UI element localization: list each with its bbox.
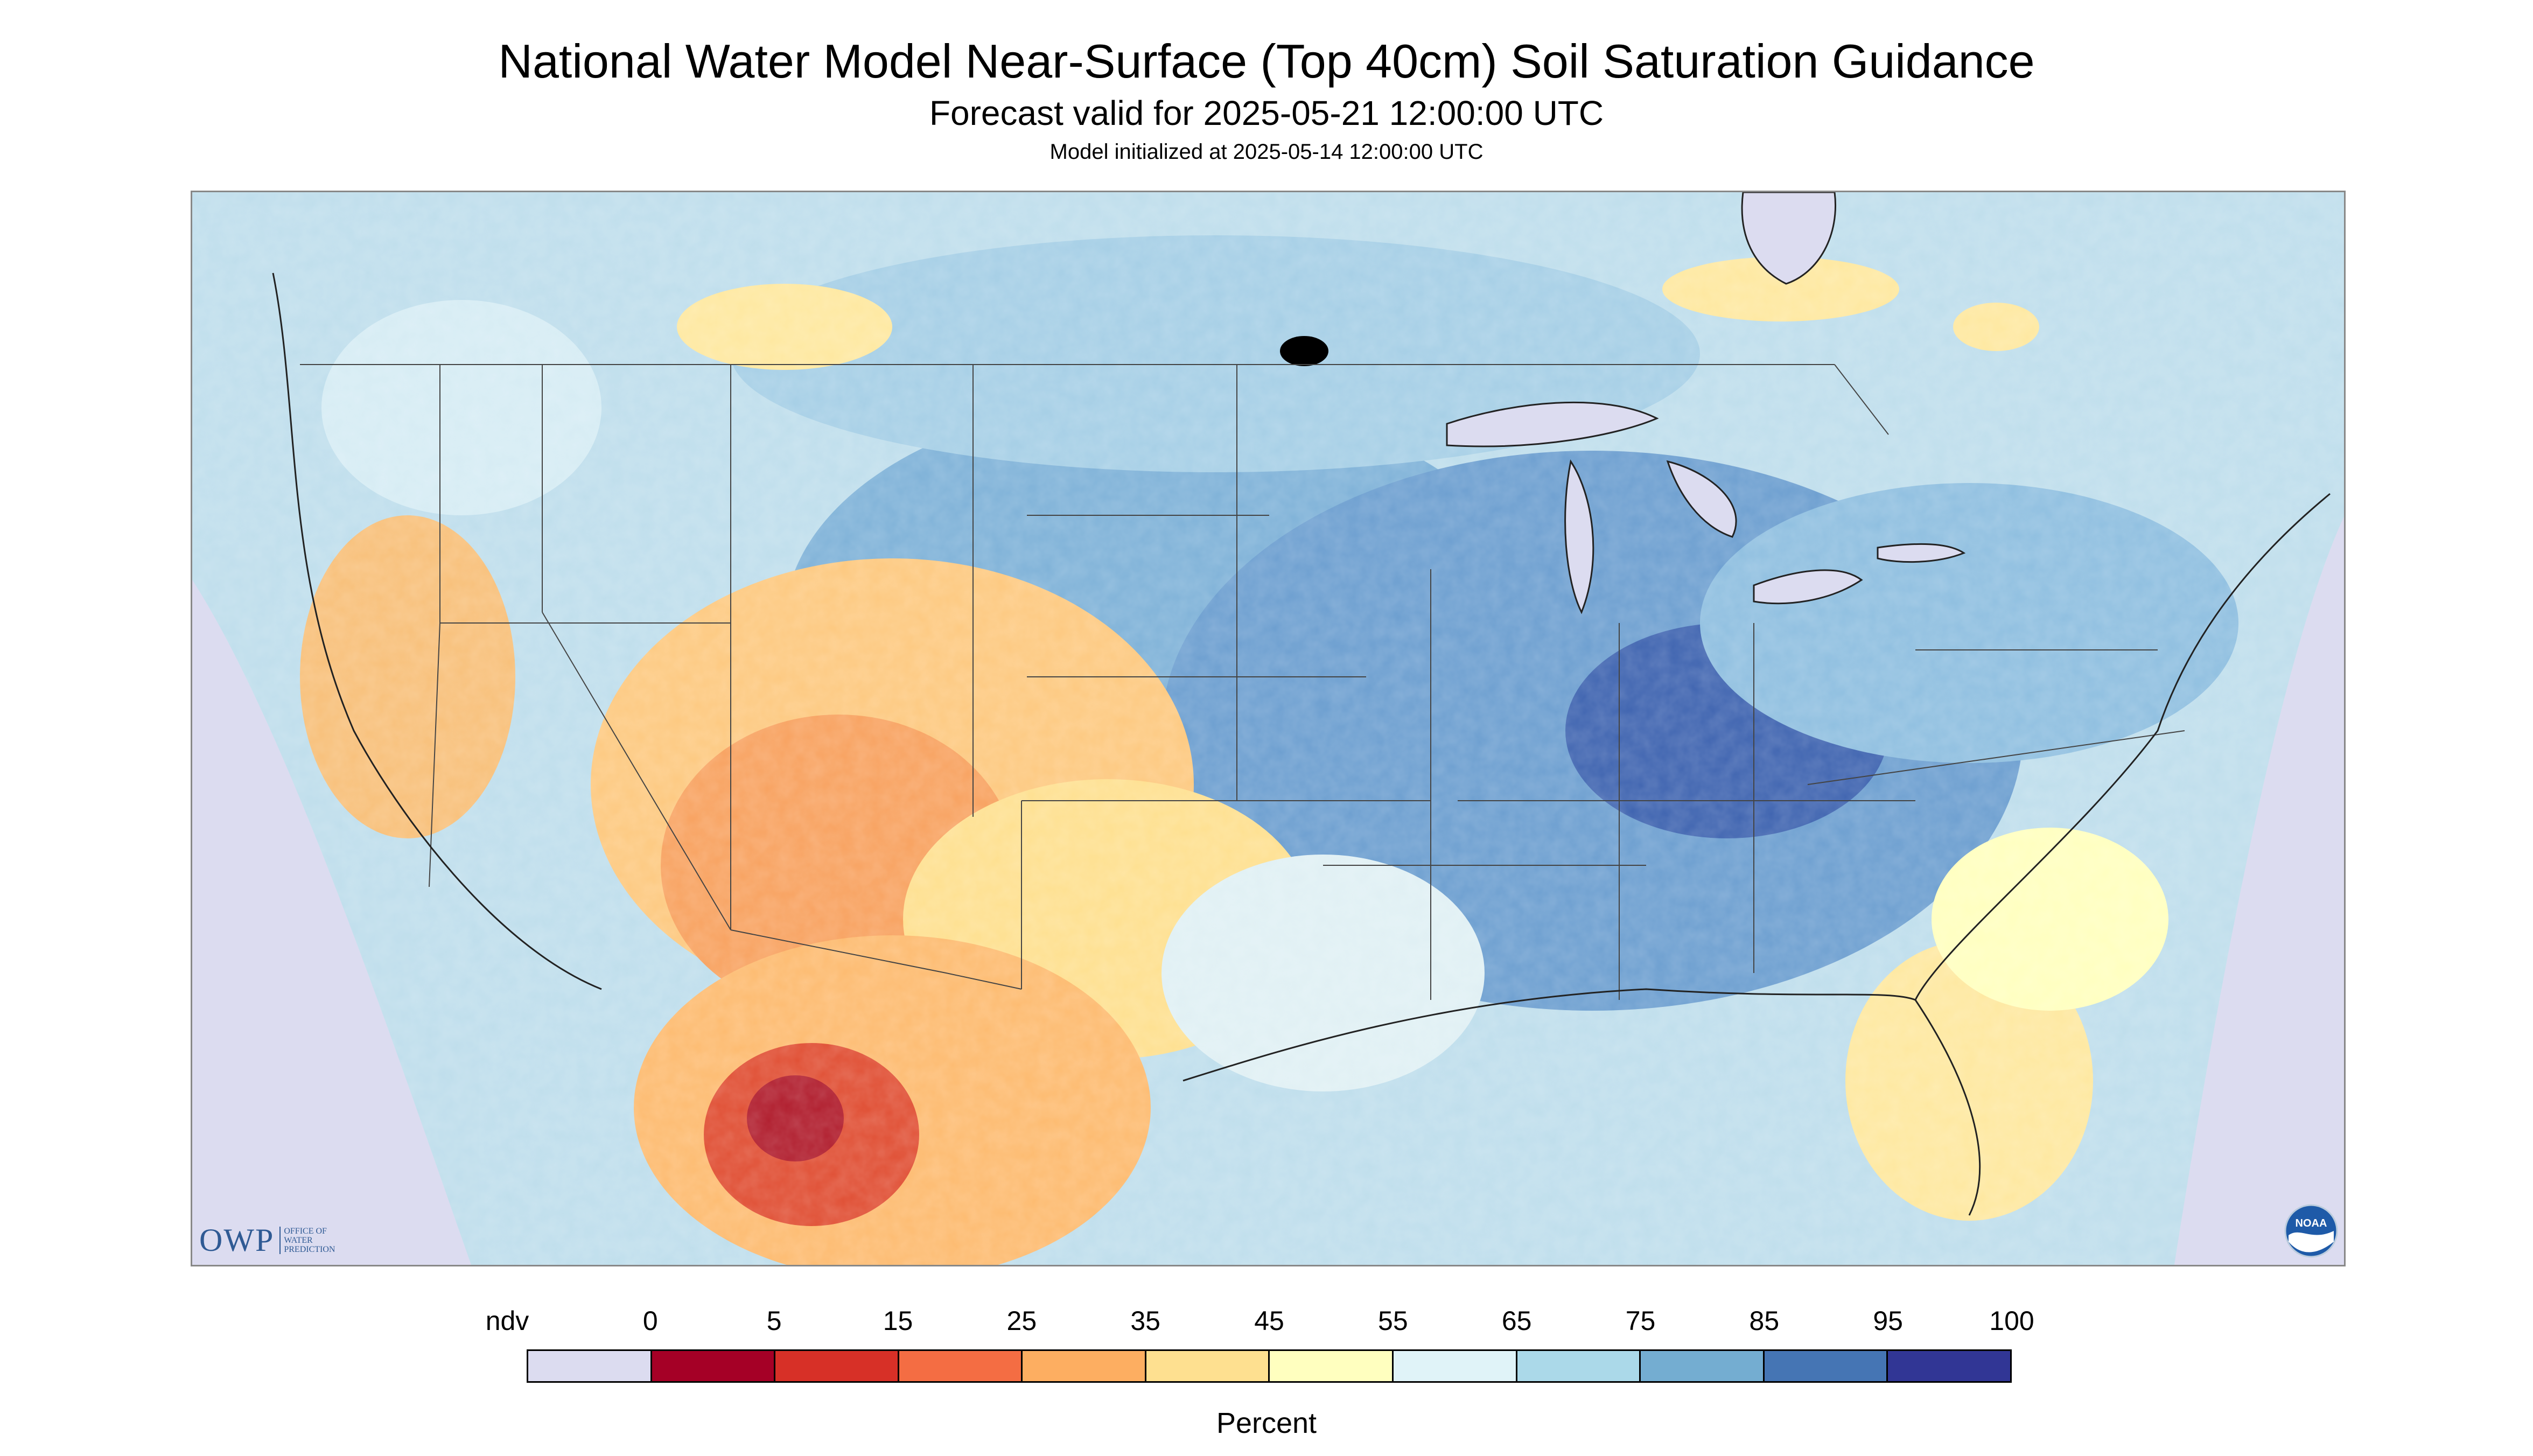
legend-label-75: 75	[1625, 1306, 1656, 1336]
lake-ontario	[1877, 543, 1966, 563]
legend-swatch-4	[1023, 1351, 1146, 1381]
model-init-time: Model initialized at 2025-05-14 12:00:00…	[1049, 140, 1484, 164]
legend-unit: Percent	[1216, 1407, 1317, 1439]
legend-label-15: 15	[883, 1306, 913, 1336]
owp-subtext-line-2: WATER	[284, 1235, 313, 1245]
soil-saturation-map	[191, 191, 2346, 1266]
legend-label-0: 0	[642, 1306, 658, 1336]
noaa-logo-svg: NOAA	[2284, 1204, 2338, 1258]
lake-superior	[1446, 401, 1659, 447]
state-borders	[300, 364, 2185, 1000]
legend-labels: ndv 0 5 15 25 35 45 55 65 75 85 95 100	[0, 1307, 2533, 1340]
legend-swatch-0	[528, 1351, 652, 1381]
legend-swatch-11	[1888, 1351, 2010, 1381]
legend-swatch-1	[652, 1351, 776, 1381]
owp-subtext-line-3: PREDICTION	[284, 1244, 335, 1254]
hudson-bay	[1741, 192, 1836, 285]
legend-label-25: 25	[1006, 1306, 1037, 1336]
owp-logo-text: OWP	[199, 1222, 275, 1258]
legend-label-35: 35	[1130, 1306, 1160, 1336]
map-title: National Water Model Near-Surface (Top 4…	[498, 34, 2035, 88]
land-mass	[192, 192, 2344, 1265]
owp-logo-subtext: OFFICE OF WATER PREDICTION	[279, 1226, 335, 1254]
legend-swatch-7	[1394, 1351, 1517, 1381]
noaa-logo-icon: NOAA	[2284, 1204, 2338, 1258]
legend-swatch-5	[1146, 1351, 1270, 1381]
legend-label-5: 5	[766, 1306, 782, 1336]
legend-label-85: 85	[1749, 1306, 1780, 1336]
legend-swatch-3	[899, 1351, 1023, 1381]
legend-swatch-10	[1764, 1351, 1888, 1381]
lake-michigan	[1564, 459, 1594, 614]
noaa-logo-wave	[2289, 1231, 2334, 1252]
legend-label-45: 45	[1254, 1306, 1284, 1336]
map-svg	[192, 192, 2344, 1265]
legend-swatch-2	[775, 1351, 899, 1381]
legend-swatch-9	[1641, 1351, 1765, 1381]
lake-huron	[1666, 460, 1737, 538]
legend-colorbar	[527, 1349, 2012, 1383]
legend-label-55: 55	[1378, 1306, 1408, 1336]
legend-label-95: 95	[1873, 1306, 1903, 1336]
noaa-logo-text: NOAA	[2296, 1217, 2327, 1229]
legend-label-ndv: ndv	[485, 1306, 529, 1336]
legend-label-65: 65	[1501, 1306, 1532, 1336]
lake-erie	[1753, 569, 1863, 605]
owp-subtext-line-1: OFFICE OF	[284, 1226, 327, 1236]
legend-swatch-6	[1270, 1351, 1394, 1381]
legend-swatch-8	[1517, 1351, 1641, 1381]
legend-label-100: 100	[1989, 1306, 2034, 1336]
owp-logo: OWP OFFICE OF WATER PREDICTION	[199, 1221, 335, 1259]
forecast-valid-time: Forecast valid for 2025-05-21 12:00:00 U…	[929, 94, 1604, 132]
coastlines	[272, 272, 2331, 1216]
texture-overlay	[192, 192, 2344, 1265]
lake-of-the-woods	[1280, 336, 1328, 366]
